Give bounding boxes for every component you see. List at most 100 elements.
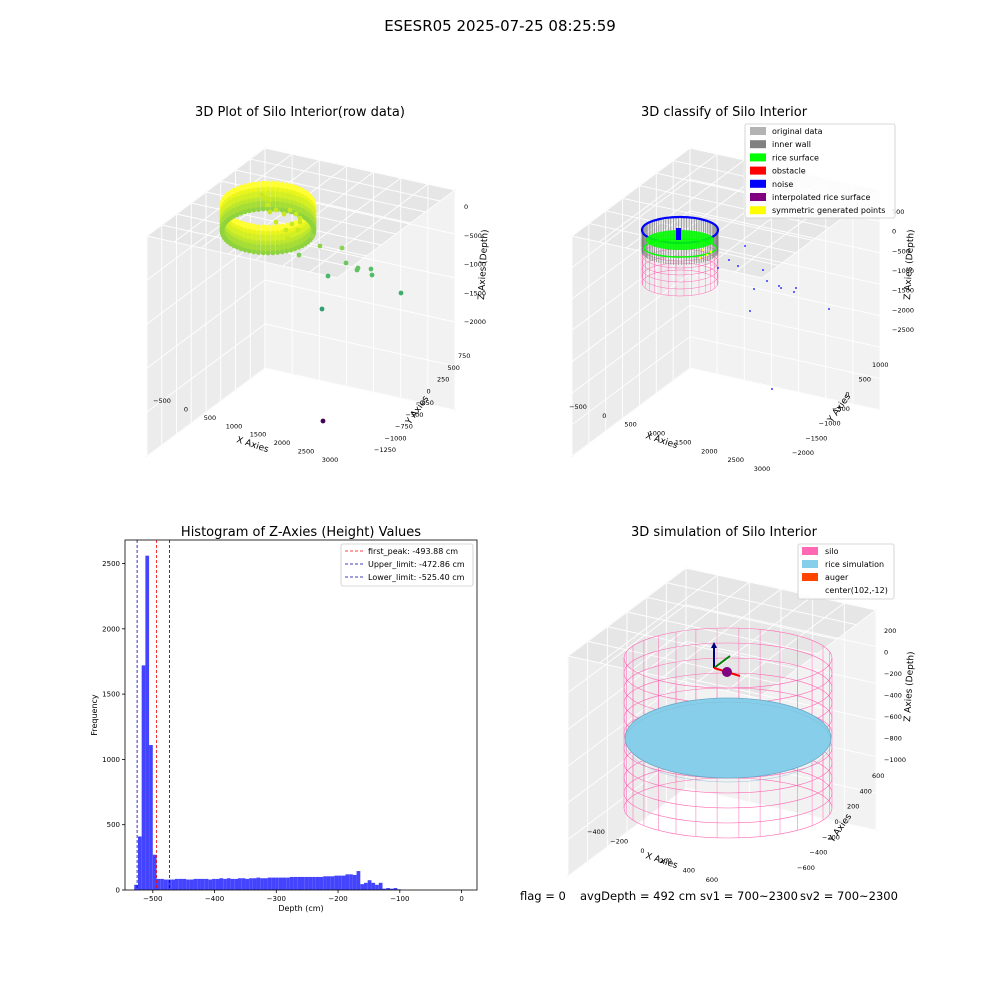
grid-line (235, 169, 426, 213)
p3-xlabel: Depth (cm) (278, 904, 323, 913)
grid-line (605, 210, 796, 254)
p2-title: 3D classify of Silo Interior (641, 105, 808, 120)
p4-z-tick: 200 (884, 627, 896, 635)
histogram-bar (189, 879, 194, 890)
p2-y-tick: 1000 (872, 361, 889, 369)
p2-noise-point (762, 269, 764, 271)
p1-z-tick: −500 (464, 232, 482, 240)
p1-point (242, 209, 248, 215)
p1-point (246, 208, 252, 214)
p1-point (295, 227, 301, 233)
histogram-bar (156, 878, 161, 890)
p3-legend-label: Upper_limit: -472.86 cm (368, 560, 465, 569)
p1-x-tick: −500 (153, 397, 171, 405)
p1-point (256, 250, 261, 255)
p1-y-tick: −1250 (374, 446, 396, 454)
histogram-bar (389, 888, 394, 890)
histogram-bar (304, 876, 309, 890)
p4-z-tick: −400 (884, 692, 902, 700)
histogram-bar (178, 878, 183, 890)
grid-line (264, 367, 456, 411)
histogram-bar (338, 875, 342, 890)
histogram-bar (363, 882, 368, 890)
histogram-bar (145, 555, 150, 890)
p2-legend-label: rice surface (772, 153, 819, 162)
histogram-bar (267, 877, 272, 890)
p4-xlabel: X Axies (644, 851, 679, 871)
p2-legend-swatch (750, 179, 766, 188)
p2-noise-point (753, 288, 755, 290)
histogram-bar (163, 879, 168, 890)
p1-point (260, 250, 266, 256)
histogram-bar (334, 875, 339, 890)
p2-x-tick: 1500 (675, 438, 692, 446)
grid-line (571, 147, 691, 237)
p2-x-tick: 3000 (754, 465, 771, 473)
p1-z-ticks: −2000 −1500 −1000 −500 0 (464, 203, 486, 326)
p2-x-ticks: −500 0 500 1000 1500 2000 2500 3000 (569, 403, 770, 473)
p4-x-tick: 600 (706, 876, 718, 884)
p2-noise-point (771, 388, 773, 390)
p2-x-tick: 1000 (649, 430, 666, 438)
p3-ylabel: Frequency (90, 694, 99, 736)
p4-rice-rim (624, 701, 832, 783)
grid-line (567, 655, 759, 699)
p4-legend-label: silo (825, 547, 839, 556)
p2-noise-point (766, 280, 768, 282)
p3-y-tick-label: 2000 (102, 625, 120, 633)
p4-y-tick: 400 (860, 787, 872, 795)
p2-x-tick: 2000 (701, 447, 718, 455)
histogram-bar (230, 878, 235, 890)
histogram-bar (186, 879, 190, 890)
p1-points (219, 180, 404, 424)
histogram-bar (256, 877, 261, 890)
p4-legend-label: auger (825, 573, 849, 582)
p4-rice-disc (624, 697, 832, 779)
p1-point (259, 192, 265, 198)
p2-y-tick: −1500 (805, 434, 827, 442)
panel-classify-3d: 3D classify of Silo Interior −5000500100… (569, 105, 917, 473)
p1-point (273, 219, 279, 225)
histogram-bar (249, 878, 253, 890)
p2-z-tick: −2500 (892, 326, 914, 334)
p3-x-tick-label: −300 (267, 895, 286, 903)
p1-point (263, 195, 269, 201)
p3-x-ticks: −500 −400 −300 −200 −100 0 (143, 890, 464, 903)
grid-line (567, 640, 687, 730)
grid-line (146, 323, 266, 413)
p1-point (238, 210, 244, 216)
p1-y-tick: −750 (395, 423, 413, 431)
p1-point (325, 273, 331, 279)
p1-point (369, 272, 375, 278)
p3-frame (124, 539, 478, 891)
histogram-bar (171, 879, 176, 890)
grid-line (639, 185, 830, 229)
p1-point (309, 233, 315, 239)
p1-y-tick: −1000 (385, 434, 407, 442)
histogram-bar (141, 665, 146, 890)
p1-point (283, 227, 289, 233)
p1-x-tick: 1500 (250, 431, 267, 439)
p3-y-tick-label: 500 (107, 821, 120, 829)
grid-line (587, 640, 778, 684)
p3-legend: first_peak: -493.88 cm Upper_limit: -472.… (340, 543, 474, 587)
p4-legend-swatch (802, 547, 818, 555)
histogram-bar (382, 888, 387, 890)
histogram-bar (245, 878, 250, 890)
histogram-bar (271, 877, 276, 890)
p4-legend-swatch (802, 573, 818, 581)
p4-auger-y (713, 655, 731, 669)
p2-z-tick: −2000 (892, 306, 914, 314)
p2-legend-swatch (750, 153, 766, 162)
histogram-bar (134, 884, 138, 890)
histogram-bar (312, 876, 316, 890)
grid-line (689, 336, 881, 380)
p2-y-tick: 0 (845, 390, 849, 398)
grid-line (689, 241, 881, 285)
grid-line (264, 323, 456, 367)
p2-x-tick: −500 (569, 403, 587, 411)
p1-x-tick: 1000 (226, 422, 243, 430)
histogram-bar (323, 876, 327, 890)
p4-legend-label: center(102,-12) (825, 586, 888, 595)
p4-y-tick: −200 (822, 833, 840, 841)
